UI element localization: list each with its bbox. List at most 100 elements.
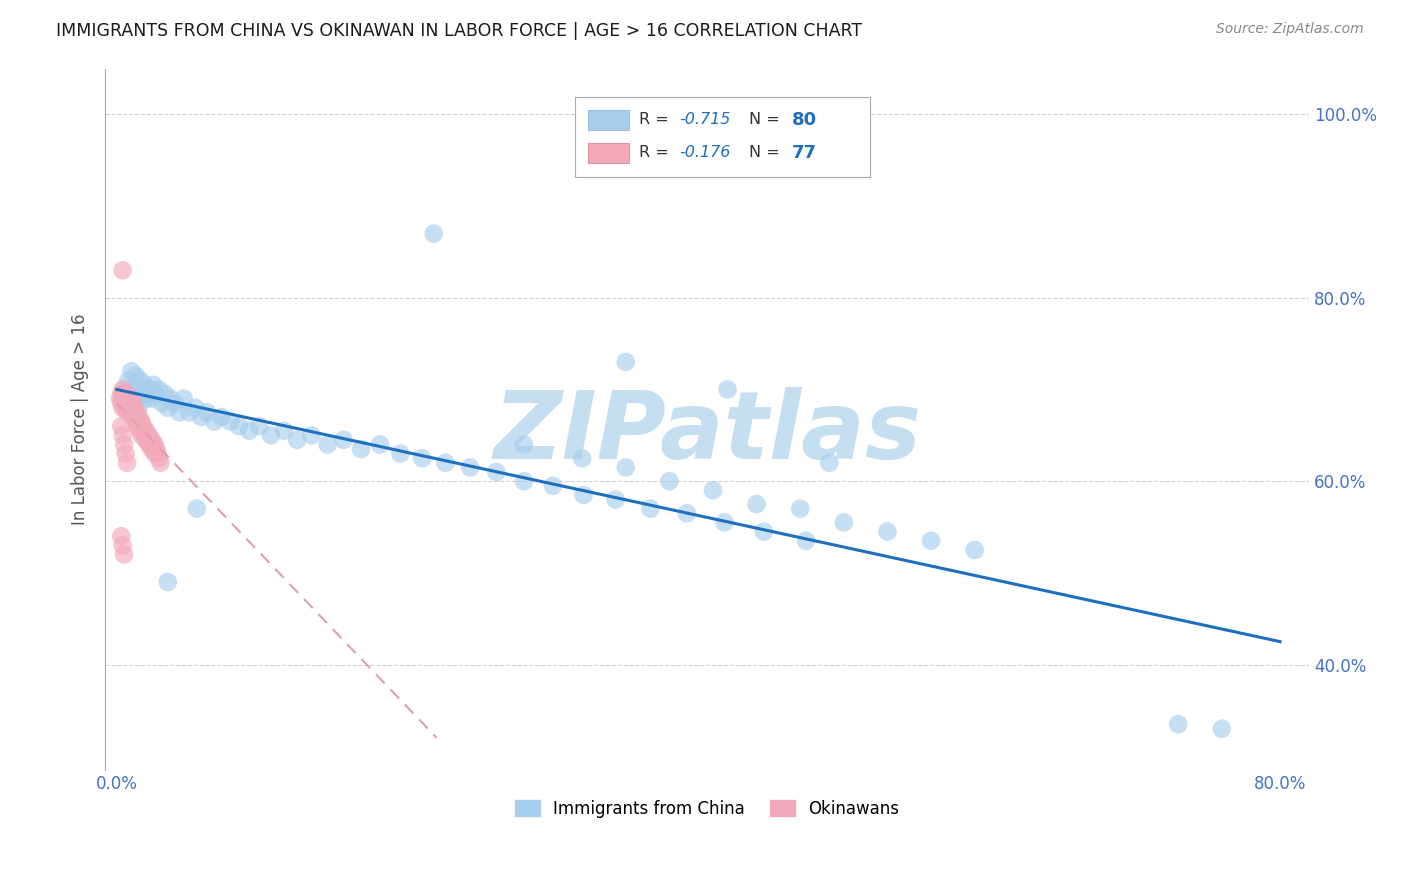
Point bbox=[138, 437, 160, 451]
Point bbox=[752, 524, 775, 539]
Text: R =: R = bbox=[638, 145, 673, 161]
Point bbox=[131, 424, 153, 438]
Point bbox=[120, 364, 142, 378]
Point bbox=[127, 383, 149, 397]
Point bbox=[794, 533, 817, 548]
Point bbox=[605, 492, 627, 507]
Text: IMMIGRANTS FROM CHINA VS OKINAWAN IN LABOR FORCE | AGE > 16 CORRELATION CHART: IMMIGRANTS FROM CHINA VS OKINAWAN IN LAB… bbox=[56, 22, 862, 40]
Point bbox=[163, 396, 186, 410]
Point bbox=[202, 415, 225, 429]
Point bbox=[301, 428, 323, 442]
Point bbox=[1211, 722, 1233, 736]
Point bbox=[434, 456, 457, 470]
Point bbox=[368, 437, 391, 451]
Point bbox=[114, 387, 136, 401]
Point bbox=[702, 483, 724, 498]
Point bbox=[139, 437, 162, 451]
Point bbox=[138, 428, 160, 442]
Point bbox=[513, 474, 536, 488]
Point bbox=[127, 405, 149, 419]
Point bbox=[125, 405, 148, 419]
Text: N =: N = bbox=[749, 145, 785, 161]
Point bbox=[832, 516, 855, 530]
Point bbox=[117, 392, 139, 406]
Point bbox=[128, 409, 150, 424]
FancyBboxPatch shape bbox=[575, 96, 870, 178]
Point bbox=[115, 387, 138, 401]
Point bbox=[260, 428, 283, 442]
Point bbox=[716, 383, 738, 397]
Point bbox=[571, 451, 593, 466]
Point bbox=[132, 424, 155, 438]
Point bbox=[228, 419, 250, 434]
Point bbox=[129, 373, 152, 387]
Point bbox=[745, 497, 768, 511]
Text: -0.176: -0.176 bbox=[679, 145, 731, 161]
Point bbox=[121, 409, 143, 424]
Point bbox=[146, 447, 169, 461]
Point bbox=[114, 396, 136, 410]
Point bbox=[541, 479, 564, 493]
Point bbox=[115, 456, 138, 470]
Point bbox=[131, 415, 153, 429]
Point bbox=[156, 401, 179, 415]
Point bbox=[485, 465, 508, 479]
Point bbox=[141, 433, 163, 447]
Point bbox=[614, 355, 637, 369]
Point bbox=[134, 428, 156, 442]
Point bbox=[411, 451, 433, 466]
Point bbox=[658, 474, 681, 488]
Point bbox=[789, 501, 811, 516]
Point bbox=[136, 383, 159, 397]
Point bbox=[125, 368, 148, 383]
Point bbox=[125, 409, 148, 424]
Point bbox=[195, 405, 218, 419]
Point bbox=[132, 419, 155, 434]
Point bbox=[159, 392, 181, 406]
Point bbox=[124, 401, 146, 415]
Point bbox=[117, 373, 139, 387]
Point bbox=[145, 387, 167, 401]
Point bbox=[350, 442, 373, 456]
Text: ZIPatlas: ZIPatlas bbox=[494, 387, 921, 479]
Point bbox=[141, 442, 163, 456]
Point bbox=[148, 383, 170, 397]
Point bbox=[114, 447, 136, 461]
Point bbox=[115, 392, 138, 406]
Point bbox=[118, 396, 141, 410]
Point bbox=[134, 377, 156, 392]
Point bbox=[285, 433, 308, 447]
Point bbox=[121, 396, 143, 410]
Point bbox=[572, 488, 595, 502]
Point bbox=[184, 401, 207, 415]
Point bbox=[332, 433, 354, 447]
Y-axis label: In Labor Force | Age > 16: In Labor Force | Age > 16 bbox=[72, 313, 89, 525]
Point bbox=[876, 524, 898, 539]
Point bbox=[134, 424, 156, 438]
Point bbox=[112, 548, 135, 562]
Text: Source: ZipAtlas.com: Source: ZipAtlas.com bbox=[1216, 22, 1364, 37]
Point bbox=[143, 447, 166, 461]
Point bbox=[110, 387, 132, 401]
Point bbox=[136, 433, 159, 447]
Point bbox=[211, 409, 233, 424]
Point bbox=[139, 433, 162, 447]
Point bbox=[131, 428, 153, 442]
Point bbox=[115, 401, 138, 415]
Point bbox=[149, 456, 172, 470]
Point bbox=[1167, 717, 1189, 731]
Point bbox=[219, 415, 242, 429]
Point bbox=[179, 405, 201, 419]
Point bbox=[423, 227, 446, 241]
Point bbox=[135, 424, 157, 438]
Point bbox=[920, 533, 942, 548]
Point bbox=[640, 501, 662, 516]
Point bbox=[111, 387, 134, 401]
Point bbox=[118, 401, 141, 415]
Point bbox=[238, 424, 260, 438]
Point bbox=[111, 263, 134, 277]
Point bbox=[141, 392, 163, 406]
Point bbox=[111, 428, 134, 442]
Point bbox=[458, 460, 481, 475]
Point bbox=[118, 396, 141, 410]
